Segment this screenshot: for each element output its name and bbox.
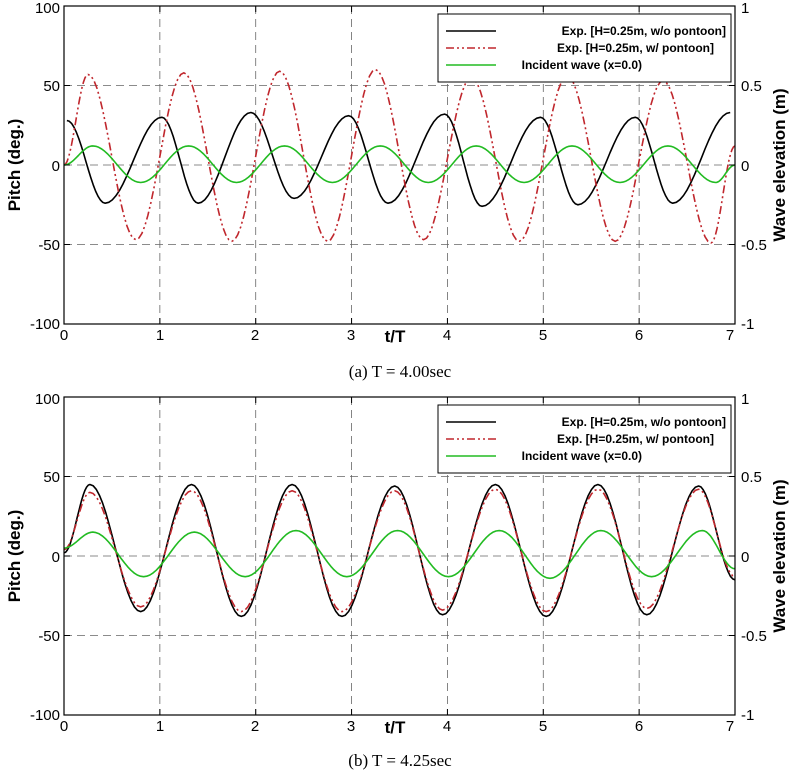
panel-b: 100 50 0 -50 -100 1 0.5 0 -0.5 -1 0 1 2 … xyxy=(5,391,789,770)
series-group xyxy=(64,483,735,618)
y2-tick-label: 0.5 xyxy=(741,469,762,486)
series-line xyxy=(66,111,731,208)
y2-tick-label: 0.5 xyxy=(741,78,762,95)
series-line xyxy=(64,145,735,184)
y-tick-label: -100 xyxy=(30,707,60,724)
y-tick-label: 50 xyxy=(43,469,60,486)
series-line xyxy=(64,529,735,580)
y2-axis-title: Wave elevation (m) xyxy=(770,88,789,241)
y2-axis-title: Wave elevation (m) xyxy=(770,479,789,632)
panel-caption: (b) T = 4.25sec xyxy=(348,751,452,770)
y-tick-label: 0 xyxy=(52,549,60,566)
series-line xyxy=(64,483,735,618)
y-tick-label: 100 xyxy=(35,0,60,17)
panel-caption: (a) T = 4.00sec xyxy=(349,362,452,381)
x-tick-label: 3 xyxy=(347,718,355,735)
y2-tick-label: 0 xyxy=(741,158,749,175)
y2-tick-label: 1 xyxy=(741,391,749,408)
y2-tick-label: 0 xyxy=(741,549,749,566)
legend-box xyxy=(437,404,732,474)
x-tick-label: 1 xyxy=(156,718,164,735)
y-tick-label: 0 xyxy=(52,158,60,175)
y2-tick-label: -0.5 xyxy=(741,237,767,254)
tick-marks xyxy=(63,5,736,325)
legend-box xyxy=(437,13,732,83)
y-tick-label: -50 xyxy=(38,237,60,254)
x-tick-label: 0 xyxy=(60,327,68,344)
legend-label: Exp. [H=0.25m, w/ pontoon] xyxy=(557,432,714,446)
y2-tick-label: 1 xyxy=(741,0,749,17)
x-tick-label: 5 xyxy=(539,718,547,735)
panel-a: 100 50 0 -50 -100 1 0.5 0 -0.5 -1 0 1 2 … xyxy=(5,0,789,381)
legend-label: Exp. [H=0.25m, w/o pontoon] xyxy=(562,24,726,38)
x-axis-title: t/T xyxy=(385,327,406,346)
legend: Exp. [H=0.25m, w/o pontoon] Exp. [H=0.25… xyxy=(437,13,732,83)
x-tick-label: 6 xyxy=(635,718,643,735)
legend-label: Exp. [H=0.25m, w/ pontoon] xyxy=(557,41,714,55)
y-axis-title: Pitch (deg.) xyxy=(5,119,24,212)
y-tick-label: 50 xyxy=(43,78,60,95)
x-tick-label: 4 xyxy=(443,327,451,344)
legend: Exp. [H=0.25m, w/o pontoon] Exp. [H=0.25… xyxy=(437,404,732,474)
y2-tick-label: -1 xyxy=(741,707,754,724)
legend-label: Incident wave (x=0.0) xyxy=(522,58,642,72)
x-tick-label: 3 xyxy=(347,327,355,344)
x-tick-label: 7 xyxy=(726,327,734,344)
y-tick-label: -50 xyxy=(38,628,60,645)
x-tick-label: 6 xyxy=(635,327,643,344)
y2-tick-label: -0.5 xyxy=(741,628,767,645)
y-axis-title: Pitch (deg.) xyxy=(5,510,24,603)
x-tick-label: 0 xyxy=(60,718,68,735)
x-tick-label: 1 xyxy=(156,327,164,344)
x-tick-label: 2 xyxy=(251,718,259,735)
x-tick-label: 7 xyxy=(726,718,734,735)
legend-label: Exp. [H=0.25m, w/o pontoon] xyxy=(562,415,726,429)
series-line xyxy=(64,68,735,244)
x-axis-title: t/T xyxy=(385,718,406,737)
y2-tick-label: -1 xyxy=(741,316,754,333)
legend-label: Incident wave (x=0.0) xyxy=(522,449,642,463)
tick-marks xyxy=(63,396,736,716)
x-tick-label: 5 xyxy=(539,327,547,344)
x-tick-label: 2 xyxy=(251,327,259,344)
y-tick-label: 100 xyxy=(35,391,60,408)
series-group xyxy=(64,68,735,244)
x-tick-label: 4 xyxy=(443,718,451,735)
y-tick-label: -100 xyxy=(30,316,60,333)
series-line xyxy=(64,488,735,613)
